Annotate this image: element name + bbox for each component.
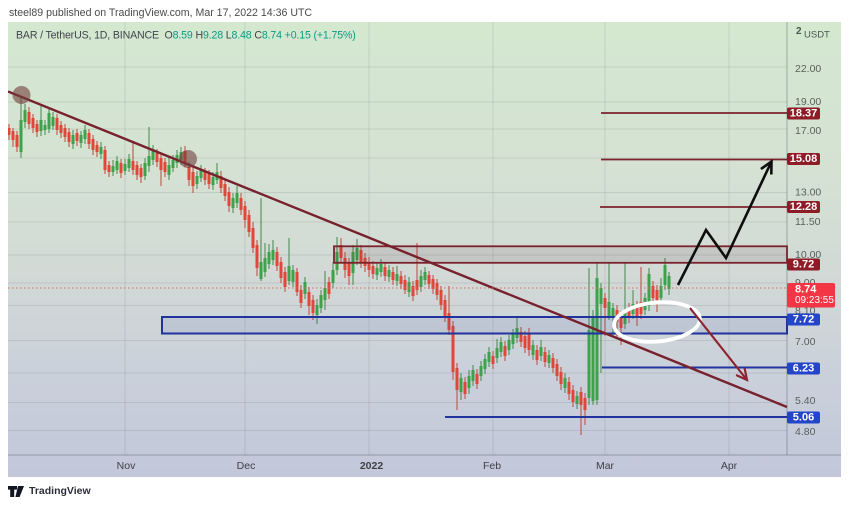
svg-text:2: 2 (796, 26, 802, 37)
svg-text:Feb: Feb (483, 460, 501, 472)
svg-text:5.40: 5.40 (795, 395, 816, 407)
svg-text:18.37: 18.37 (790, 108, 818, 120)
svg-text:15.08: 15.08 (790, 153, 818, 165)
svg-text:12.28: 12.28 (790, 201, 818, 213)
svg-text:7.00: 7.00 (795, 336, 816, 348)
svg-text:USDT: USDT (804, 30, 830, 41)
svg-text:10.00: 10.00 (795, 249, 821, 261)
svg-text:19.00: 19.00 (795, 96, 821, 108)
svg-text:Nov: Nov (117, 460, 136, 472)
svg-text:Apr: Apr (721, 460, 738, 472)
svg-text:17.00: 17.00 (795, 125, 821, 137)
svg-text:09:23:55: 09:23:55 (795, 295, 834, 306)
svg-text:BAR / TetherUS, 1D, BINANCE O: BAR / TetherUS, 1D, BINANCE O8.59 H9.28 … (16, 30, 356, 42)
svg-text:Dec: Dec (237, 460, 256, 472)
svg-text:2022: 2022 (360, 460, 384, 472)
svg-text:6.23: 6.23 (793, 363, 814, 375)
svg-text:7.72: 7.72 (793, 314, 814, 326)
svg-text:5.06: 5.06 (793, 412, 814, 424)
svg-text:8.74: 8.74 (795, 284, 817, 296)
svg-text:Mar: Mar (596, 460, 615, 472)
svg-text:11.50: 11.50 (795, 216, 821, 228)
svg-text:13.00: 13.00 (795, 187, 821, 199)
svg-text:9.72: 9.72 (793, 259, 814, 271)
svg-text:4.80: 4.80 (795, 426, 816, 438)
svg-text:22.00: 22.00 (795, 63, 821, 75)
